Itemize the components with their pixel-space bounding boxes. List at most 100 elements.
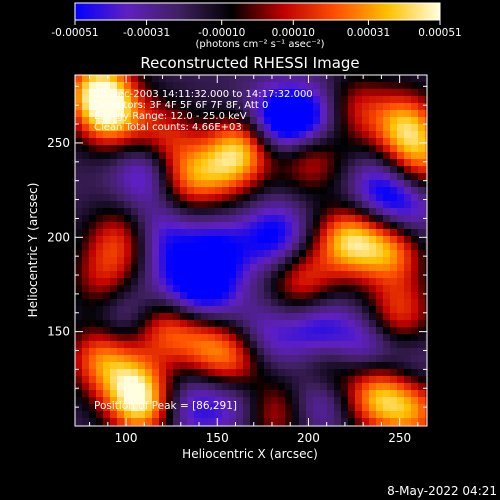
heatmap-cell (236, 229, 244, 237)
heatmap-cell (257, 362, 265, 370)
heatmap-cell (145, 110, 153, 118)
heatmap-cell (425, 334, 428, 342)
heatmap-cell (89, 110, 97, 118)
heatmap-cell (180, 250, 188, 258)
heatmap-cell (383, 117, 391, 125)
heatmap-cell (215, 418, 223, 426)
heatmap-cell (418, 271, 426, 279)
heatmap-cell (285, 131, 293, 139)
heatmap-cell (138, 285, 146, 293)
heatmap-cell (187, 194, 195, 202)
heatmap-cell (376, 159, 384, 167)
heatmap-cell (404, 250, 412, 258)
heatmap-cell (208, 173, 216, 181)
heatmap-cell (299, 124, 307, 132)
heatmap-cell (236, 362, 244, 370)
heatmap-cell (306, 418, 314, 426)
heatmap-cell (327, 166, 335, 174)
heatmap-cell (215, 215, 223, 223)
heatmap-cell (229, 82, 237, 90)
heatmap-cell (124, 285, 132, 293)
heatmap-cell (138, 250, 146, 258)
heatmap-cell (215, 229, 223, 237)
heatmap-cell (285, 222, 293, 230)
heatmap-cell (159, 96, 167, 104)
heatmap-cell (117, 271, 125, 279)
heatmap-cell (404, 369, 412, 377)
heatmap-cell (222, 152, 230, 160)
heatmap-cell (334, 110, 342, 118)
heatmap-cell (320, 159, 328, 167)
heatmap-cell (75, 404, 83, 412)
heatmap-cell (362, 390, 370, 398)
heatmap-cell (138, 110, 146, 118)
heatmap-cell (285, 313, 293, 321)
heatmap-cell (376, 173, 384, 181)
heatmap-cell (327, 152, 335, 160)
heatmap-cell (89, 124, 97, 132)
heatmap-cell (404, 124, 412, 132)
heatmap-cell (138, 369, 146, 377)
heatmap-cell (425, 404, 428, 412)
heatmap-cell (278, 131, 286, 139)
heatmap-cell (299, 180, 307, 188)
heatmap-cell (103, 271, 111, 279)
heatmap-cell (117, 362, 125, 370)
heatmap-cell (117, 173, 125, 181)
heatmap-cell (425, 82, 428, 90)
heatmap-cell (271, 243, 279, 251)
heatmap-cell (173, 145, 181, 153)
heatmap-cell (404, 334, 412, 342)
heatmap-cell (418, 292, 426, 300)
heatmap-cell (89, 348, 97, 356)
heatmap-cell (257, 110, 265, 118)
heatmap-cell (152, 369, 160, 377)
heatmap-cell (159, 110, 167, 118)
heatmap-cell (257, 418, 265, 426)
heatmap-cell (369, 75, 377, 83)
heatmap-cell (397, 75, 405, 83)
heatmap-cell (411, 152, 419, 160)
heatmap-cell (313, 82, 321, 90)
heatmap-cell (117, 334, 125, 342)
heatmap-cell (306, 159, 314, 167)
heatmap-cell (355, 82, 363, 90)
heatmap-cell (348, 306, 356, 314)
heatmap-cell (110, 243, 118, 251)
heatmap-cell (229, 75, 237, 83)
heatmap-cell (313, 404, 321, 412)
heatmap-cell (341, 173, 349, 181)
heatmap-cell (89, 103, 97, 111)
heatmap-cell (334, 159, 342, 167)
heatmap-cell (145, 180, 153, 188)
heatmap-cell (278, 292, 286, 300)
heatmap-cell (397, 348, 405, 356)
heatmap-cell (376, 355, 384, 363)
heatmap-cell (187, 404, 195, 412)
heatmap-cell (236, 418, 244, 426)
heatmap-cell (124, 173, 132, 181)
heatmap-cell (173, 390, 181, 398)
heatmap-cell (131, 194, 139, 202)
heatmap-cell (362, 138, 370, 146)
heatmap-cell (103, 124, 111, 132)
heatmap-cell (131, 306, 139, 314)
heatmap-cell (138, 75, 146, 83)
heatmap-cell (152, 236, 160, 244)
heatmap-cell (411, 369, 419, 377)
heatmap-cell (159, 306, 167, 314)
heatmap-cell (236, 89, 244, 97)
heatmap-cell (75, 222, 83, 230)
heatmap-cell (264, 376, 272, 384)
heatmap-cell (96, 243, 104, 251)
heatmap-cell (257, 243, 265, 251)
heatmap-cell (152, 124, 160, 132)
heatmap-cell (299, 194, 307, 202)
heatmap-cell (320, 96, 328, 104)
heatmap-cell (103, 173, 111, 181)
heatmap-cell (166, 327, 174, 335)
heatmap-cell (397, 313, 405, 321)
heatmap-cell (341, 313, 349, 321)
heatmap-cell (131, 397, 139, 405)
heatmap-cell (124, 138, 132, 146)
